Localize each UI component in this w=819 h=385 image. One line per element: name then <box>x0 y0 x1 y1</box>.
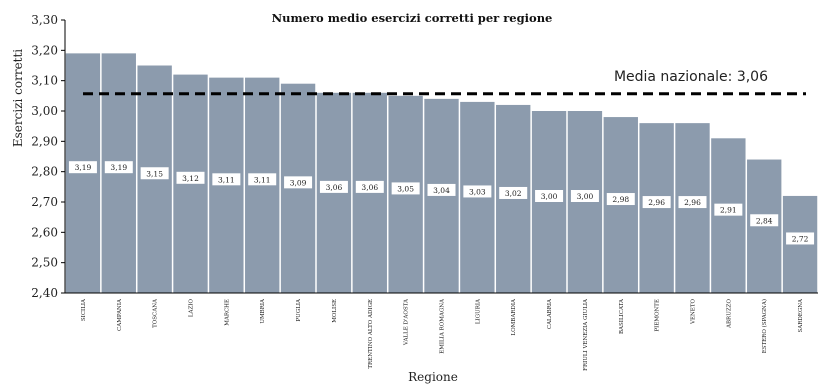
category-label: VALLE D'AOSTA <box>404 298 410 346</box>
data-labels: 3,19 3,19 3,15 3,12 3,11 3,11 3,09 3,06 3,06 3,05… <box>68 161 815 245</box>
national-average-label: Media nazionale: 3,06 <box>614 69 768 85</box>
category-label: LIGURIA <box>475 298 481 324</box>
data-label: 3,19 <box>110 163 127 172</box>
category-label: PIEMONTE <box>655 299 661 332</box>
data-label: 3,12 <box>182 174 199 183</box>
data-label-box <box>140 167 169 180</box>
category-label: UMBRIA <box>260 298 266 324</box>
data-label: 2,84 <box>756 216 773 225</box>
bar <box>460 101 495 294</box>
category-label: ESTERO (SPAGNA) <box>761 299 768 353</box>
y-tick-label: 2,60 <box>31 225 58 239</box>
data-label-box <box>714 203 743 216</box>
y-axis-title: Esercizi corretti <box>11 49 25 147</box>
data-label-box <box>355 180 384 193</box>
category-label: CAMPANIA <box>117 298 123 331</box>
data-label: 3,06 <box>326 183 343 192</box>
y-tick-label: 3,20 <box>31 43 58 57</box>
bar <box>782 195 818 293</box>
data-label: 3,04 <box>433 186 450 195</box>
category-label: BASILICATA <box>619 298 625 334</box>
y-tick-label: 2,40 <box>31 286 58 300</box>
data-label-box <box>68 161 97 174</box>
data-label: 2,91 <box>720 206 737 215</box>
data-label-box <box>570 190 599 202</box>
data-label-box <box>535 190 564 202</box>
category-label: LAZIO <box>189 299 195 318</box>
data-label: 3,00 <box>577 192 594 201</box>
data-label-box <box>678 196 707 209</box>
data-label: 3,19 <box>75 163 92 172</box>
data-label: 3,00 <box>541 192 558 201</box>
data-label: 3,11 <box>218 175 235 184</box>
category-label: FRIULI VENEZIA GIULIA <box>583 298 589 371</box>
data-label-box <box>319 180 348 193</box>
chart-title: Numero medio esercizi corretti per regio… <box>272 11 553 25</box>
data-label: 3,05 <box>397 184 414 193</box>
data-label: 3,09 <box>290 178 307 187</box>
y-tick-label: 2,50 <box>31 256 58 270</box>
data-label-box <box>104 161 133 174</box>
data-label-box <box>212 173 241 186</box>
category-label: LOMBARDIA <box>511 298 517 336</box>
data-label-box <box>606 193 635 206</box>
data-label-box <box>391 182 420 195</box>
data-label-box <box>427 183 456 196</box>
category-label: CALABRIA <box>547 298 553 329</box>
category-label: TOSCANA <box>153 298 159 328</box>
bar <box>496 104 531 293</box>
y-axis-ticks: 2,40 2,50 2,60 2,70 2,80 2,90 3,00 3,10 3,20 3,30 <box>31 13 65 300</box>
data-label: 3,15 <box>146 169 163 178</box>
category-label: SICILIA <box>81 298 87 321</box>
data-label-box <box>248 173 277 186</box>
data-label: 2,96 <box>684 198 701 207</box>
y-tick-label: 2,80 <box>31 165 58 179</box>
category-label: TRENTINO ALTO ADIGE <box>368 299 374 369</box>
data-label: 3,02 <box>505 189 522 198</box>
category-label: MARCHE <box>224 299 230 326</box>
data-label: 3,11 <box>254 175 271 184</box>
data-label: 2,96 <box>648 198 665 207</box>
y-tick-label: 3,10 <box>31 74 58 88</box>
category-label: VENETO <box>691 299 697 325</box>
y-tick-label: 2,70 <box>31 195 58 209</box>
category-label: PUGLIA <box>296 298 302 321</box>
x-axis-title: Regione <box>408 370 458 384</box>
data-label-box <box>499 186 528 199</box>
data-label: 3,03 <box>469 187 486 196</box>
category-label: MOLISE <box>332 299 338 323</box>
data-label: 2,72 <box>792 234 809 243</box>
data-label-box <box>176 171 205 184</box>
category-label: ABRUZZO <box>726 299 732 329</box>
data-label-box <box>750 214 779 227</box>
data-label-box <box>284 176 313 189</box>
y-tick-label: 3,30 <box>31 13 58 27</box>
data-label-box <box>786 232 815 245</box>
category-labels: SICILIA CAMPANIA TOSCANA LAZIO MARCHE UMBRIA P… <box>81 298 804 371</box>
y-tick-label: 3,00 <box>31 104 58 118</box>
category-label: SARDEGNA <box>798 298 804 333</box>
data-label: 2,98 <box>612 195 629 204</box>
data-label-box <box>463 185 492 198</box>
category-label: EMILIA ROMAGNA <box>440 298 446 354</box>
data-label: 3,06 <box>361 183 378 192</box>
y-tick-label: 2,90 <box>31 134 58 148</box>
data-label-box <box>642 196 671 209</box>
